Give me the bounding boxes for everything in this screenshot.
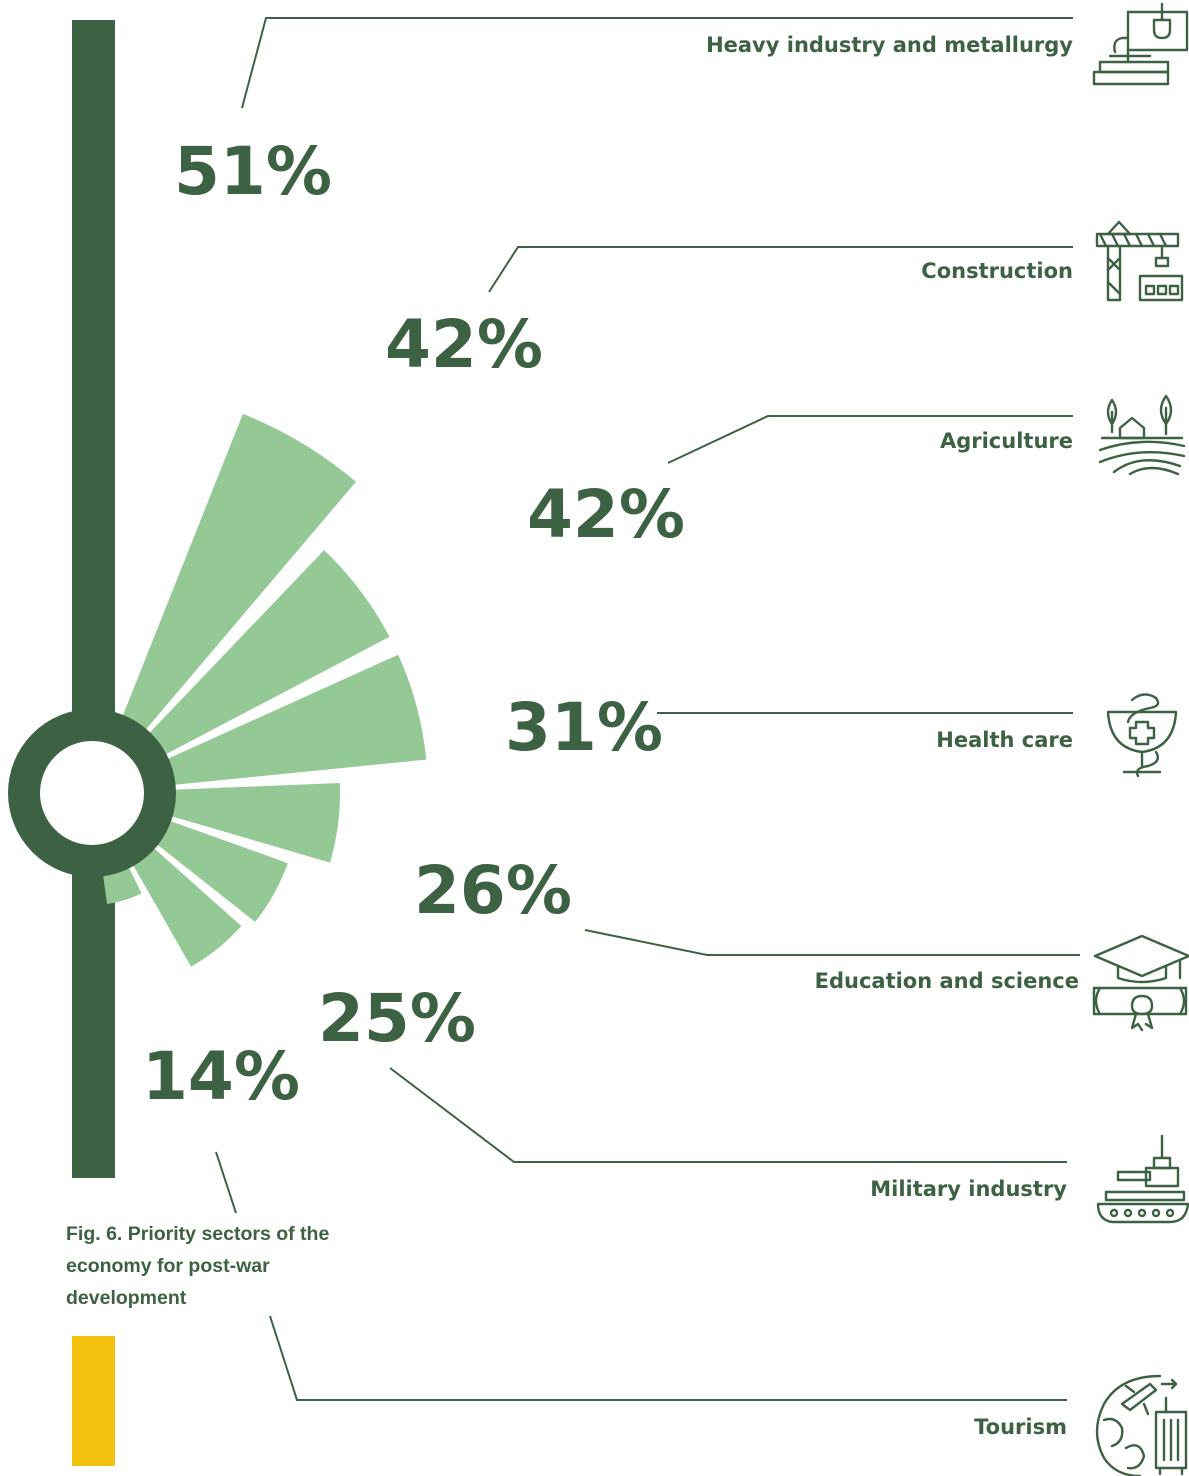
value-label: 26% [414, 852, 572, 929]
value-label: 42% [527, 476, 685, 553]
category-label: Military industry [870, 1177, 1067, 1201]
radial-bar [92, 413, 356, 793]
radial-bar [92, 550, 390, 793]
category-label: Tourism [974, 1415, 1067, 1439]
farm-icon [1098, 394, 1186, 476]
leader-line [269, 1315, 1067, 1401]
construction-crane-icon [1095, 220, 1184, 302]
figure-caption: Fig. 6. Priority sectors of the economy … [66, 1223, 330, 1309]
value-label: 14% [142, 1038, 300, 1115]
tank-icon [1096, 1134, 1189, 1224]
leader-line [215, 1151, 237, 1214]
value-label: 25% [318, 980, 476, 1057]
leader-line [667, 415, 1073, 464]
value-label: 42% [385, 306, 543, 383]
center-hub [8, 709, 176, 877]
category-label: Education and science [815, 969, 1079, 993]
accent-block [72, 1336, 115, 1466]
leader-line [584, 929, 1080, 956]
medical-bowl-icon [1106, 693, 1178, 778]
leader-line [488, 246, 1073, 293]
category-label: Heavy industry and metallurgy [706, 33, 1073, 57]
sectors-group [92, 413, 427, 967]
radial-bar [92, 654, 427, 793]
industry-icon [1092, 2, 1189, 86]
leader-lines [215, 17, 1080, 1401]
axis-bar [72, 20, 115, 1178]
category-label: Agriculture [940, 429, 1073, 453]
value-label: 31% [505, 689, 663, 766]
category-label: Health care [936, 728, 1073, 752]
value-label: 51% [174, 133, 332, 210]
value-labels: 51% 42% 42% 31% 26% 25% 14% [142, 133, 685, 1115]
travel-globe-icon [1095, 1374, 1188, 1476]
category-labels: Heavy industry and metallurgy Constructi… [706, 33, 1079, 1439]
graduation-diploma-icon [1092, 934, 1189, 1032]
leader-line [389, 1067, 1067, 1163]
category-label: Construction [921, 259, 1073, 283]
leader-line [241, 17, 1073, 109]
